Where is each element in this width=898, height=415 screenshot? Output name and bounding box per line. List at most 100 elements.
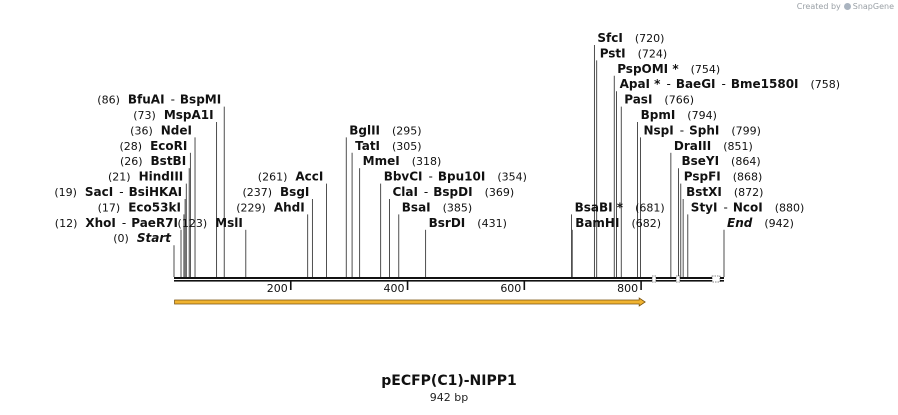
ruler-tick-label: 800 (617, 282, 638, 295)
enzyme-separator: - (666, 77, 670, 91)
site-label[interactable]: BbvCI - Bpu10I (354) (384, 170, 527, 184)
enzyme-name: NspI (644, 123, 674, 137)
feature-arrow[interactable] (174, 297, 646, 307)
backbone-cut-marker (711, 275, 721, 283)
site-label[interactable]: (229) AhdI (236, 200, 304, 214)
site-label[interactable]: DraIII (851) (674, 139, 753, 153)
site-label[interactable]: PasI (766) (624, 93, 694, 107)
site-label[interactable]: (28) EcoRI (119, 139, 187, 153)
backbone-strand-bottom (174, 280, 724, 282)
enzyme-name: MslI (215, 216, 243, 230)
site-label[interactable]: BstXI (872) (686, 185, 763, 199)
enzyme-name: BsaBI * (575, 200, 624, 214)
site-label[interactable]: (36) NdeI (130, 123, 192, 137)
site-label[interactable]: (12) XhoI - PaeR7I (55, 216, 178, 230)
site-label[interactable]: (0) Start (113, 231, 172, 245)
site-position: (295) (392, 124, 422, 137)
site-label[interactable]: BseYI (864) (681, 154, 760, 168)
plasmid-name: pECFP(C1)-NIPP1 (381, 373, 517, 389)
site-label[interactable]: TatI (305) (355, 139, 422, 153)
site-label[interactable]: (26) BstBI (120, 154, 186, 168)
enzyme-alt-name: BspDI (433, 185, 472, 199)
site-label[interactable]: (17) Eco53kI (98, 200, 181, 214)
site-label[interactable]: ApaI * - BaeGI - Bme1580I (758) (620, 77, 841, 91)
enzyme-name: PasI (624, 93, 652, 107)
enzyme-alt-name: Bme1580I (731, 77, 799, 91)
site-label[interactable]: BsrDI (431) (429, 216, 507, 230)
site-position: (758) (811, 78, 841, 91)
enzyme-name: SacI (85, 185, 113, 199)
enzyme-name: EcoRI (150, 139, 187, 153)
site-label[interactable]: (73) MspA1I (133, 108, 213, 122)
site-label[interactable]: PspFI (868) (684, 170, 763, 184)
site-position: (385) (443, 201, 473, 214)
site-position: (12) (55, 217, 78, 230)
enzyme-name: Start (137, 231, 172, 245)
enzyme-alt-name: BsiHKAI (129, 185, 183, 199)
enzyme-name: BpmI (641, 108, 676, 122)
site-position: (86) (97, 94, 120, 107)
site-label[interactable]: NspI - SphI (799) (644, 123, 761, 137)
enzyme-name: BfuAI (128, 93, 165, 107)
site-position: (766) (664, 94, 694, 107)
snapgene-logo-icon (843, 2, 851, 10)
site-position: (36) (130, 124, 153, 137)
site-label[interactable]: PstI (724) (600, 46, 668, 60)
site-label[interactable]: (237) BsgI (242, 185, 309, 199)
site-label[interactable]: SfcI (720) (597, 31, 664, 45)
site-label[interactable]: ClaI - BspDI (369) (392, 185, 514, 199)
feature-group (174, 297, 646, 307)
enzyme-name: BsgI (280, 185, 309, 199)
enzyme-name: AhdI (274, 200, 305, 214)
enzyme-name: BsaI (402, 200, 431, 214)
enzyme-name: DraIII (674, 139, 711, 153)
enzyme-separator: - (680, 123, 684, 137)
site-label[interactable]: BsaI (385) (402, 200, 472, 214)
enzyme-alt-name: SphI (689, 123, 719, 137)
enzyme-name: BstXI (686, 185, 722, 199)
site-position: (794) (687, 109, 717, 122)
site-label[interactable]: (261) AccI (258, 170, 324, 184)
site-position: (431) (477, 217, 507, 230)
site-label[interactable]: BsaBI * (681) (575, 200, 665, 214)
ruler-tick-label: 600 (500, 282, 521, 295)
enzyme-alt-name: Bpu10I (438, 170, 485, 184)
site-label[interactable]: BamHI (682) (575, 216, 661, 230)
enzyme-name: BamHI (575, 216, 619, 230)
site-label[interactable]: End (942) (727, 216, 794, 230)
enzyme-separator: - (429, 170, 433, 184)
enzyme-name: BbvCI (384, 170, 423, 184)
site-position: (354) (497, 171, 527, 184)
site-position: (720) (635, 32, 665, 45)
site-position: (851) (723, 140, 753, 153)
enzyme-separator: - (723, 200, 727, 214)
enzyme-name: MspA1I (164, 108, 214, 122)
enzyme-alt-name: NcoI (733, 200, 763, 214)
site-position: (21) (108, 171, 131, 184)
site-label[interactable]: StyI - NcoI (880) (691, 200, 804, 214)
site-label[interactable]: MmeI (318) (363, 154, 442, 168)
enzyme-name: MmeI (363, 154, 400, 168)
site-position: (868) (733, 171, 763, 184)
site-label[interactable]: (123) MslI (178, 216, 243, 230)
site-position: (318) (412, 155, 442, 168)
site-position: (682) (631, 217, 661, 230)
site-position: (872) (734, 186, 764, 199)
enzyme-alt-name: BspMI (180, 93, 221, 107)
site-position: (19) (54, 186, 77, 199)
site-label[interactable]: (21) HindIII (108, 170, 183, 184)
enzyme-name: BseYI (681, 154, 719, 168)
backbone-cut-marker (675, 275, 681, 283)
plasmid-length: 942 bp (429, 391, 469, 404)
site-position: (681) (635, 201, 665, 214)
site-position: (799) (731, 124, 761, 137)
credit-brand: SnapGene (852, 2, 894, 11)
site-label[interactable]: BpmI (794) (641, 108, 717, 122)
ruler-tick-label: 400 (384, 282, 405, 295)
enzyme-name: AccI (295, 170, 323, 184)
site-label[interactable]: BglII (295) (349, 123, 421, 137)
site-label[interactable]: (19) SacI - BsiHKAI (54, 185, 182, 199)
site-label[interactable]: PspOMI * (754) (617, 62, 720, 76)
enzyme-name: BstBI (151, 154, 187, 168)
site-label[interactable]: (86) BfuAI - BspMI (97, 93, 221, 107)
